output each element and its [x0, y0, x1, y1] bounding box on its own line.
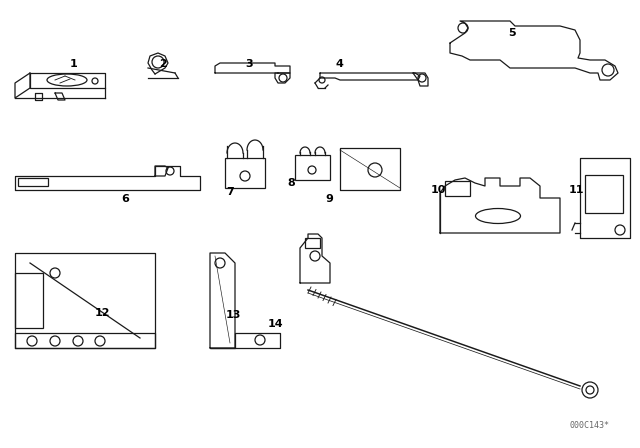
Text: 13: 13 — [226, 310, 241, 320]
Bar — [305, 238, 320, 248]
Text: 11: 11 — [568, 185, 584, 195]
Text: 9: 9 — [326, 194, 333, 204]
Bar — [225, 158, 265, 188]
Text: 3: 3 — [246, 60, 253, 69]
Text: 8: 8 — [287, 178, 295, 188]
Bar — [585, 175, 623, 213]
Text: 2: 2 — [159, 60, 167, 69]
Text: 10: 10 — [431, 185, 446, 195]
Bar — [445, 181, 470, 196]
Text: 12: 12 — [95, 308, 110, 318]
Text: 4: 4 — [335, 60, 343, 69]
Text: 7: 7 — [227, 187, 234, 197]
Text: 6: 6 — [121, 194, 129, 204]
Text: 14: 14 — [268, 319, 283, 329]
Text: 000C143*: 000C143* — [570, 421, 610, 430]
Bar — [15, 273, 43, 328]
Text: 5: 5 — [508, 28, 516, 38]
Bar — [18, 178, 48, 186]
Bar — [295, 155, 330, 180]
Text: 1: 1 — [70, 60, 77, 69]
